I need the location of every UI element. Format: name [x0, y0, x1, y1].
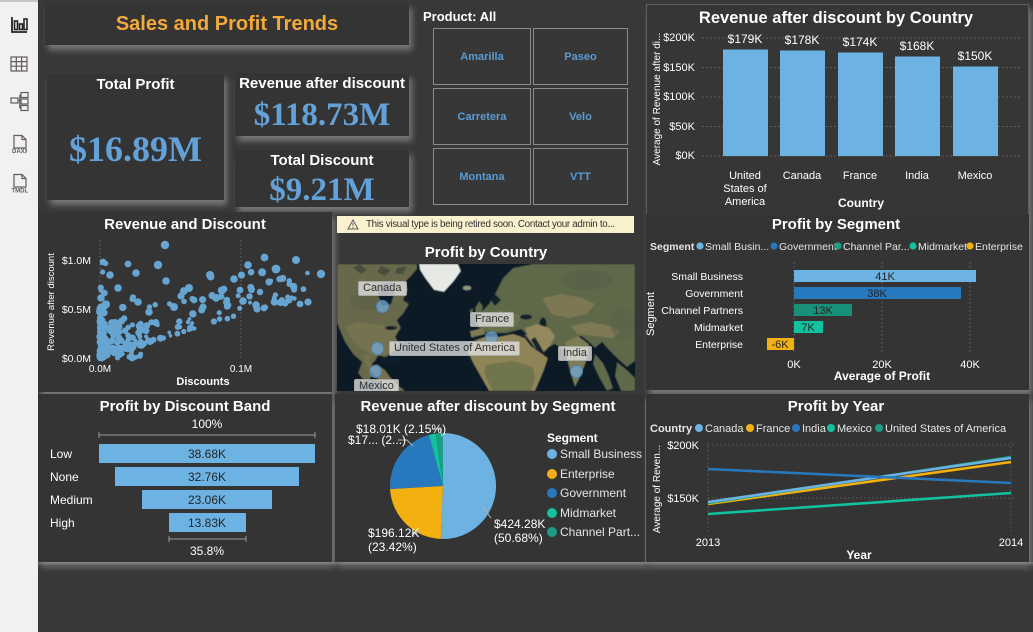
svg-text:$18.01K (2.15%): $18.01K (2.15%) [356, 422, 446, 436]
svg-text:38K: 38K [867, 288, 887, 300]
svg-text:35.8%: 35.8% [190, 544, 224, 558]
svg-text:$168K: $168K [900, 39, 935, 53]
svg-text:Profit by Year: Profit by Year [788, 398, 885, 415]
svg-text:TMDL: TMDL [12, 189, 29, 195]
svg-text:Midmarket: Midmarket [918, 241, 967, 253]
svg-text:Medium: Medium [50, 493, 93, 507]
svg-text:Midmarket: Midmarket [560, 506, 617, 520]
svg-text:Small Business: Small Business [671, 271, 743, 283]
svg-text:40K: 40K [960, 359, 980, 371]
svg-text:Government: Government [685, 288, 743, 300]
svg-text:$200K: $200K [663, 32, 695, 44]
svg-text:$17... (2...): $17... (2...) [348, 433, 406, 447]
svg-text:$150K: $150K [663, 62, 695, 74]
svg-text:Average of Profit: Average of Profit [834, 369, 930, 383]
svg-text:DAX: DAX [12, 149, 25, 155]
svg-text:Revenue after discount by Segm: Revenue after discount by Segment [360, 398, 615, 415]
svg-text:Revenue and Discount: Revenue and Discount [104, 216, 266, 233]
svg-text:2014: 2014 [999, 537, 1023, 549]
svg-text:$179K: $179K [728, 32, 763, 46]
svg-text:High: High [50, 516, 75, 530]
svg-text:Government: Government [560, 486, 627, 500]
svg-text:Government: Government [779, 241, 837, 253]
svg-text:Segment: Segment [547, 431, 598, 445]
svg-text:38.68K: 38.68K [188, 447, 226, 461]
svg-text:Small Busin...: Small Busin... [705, 241, 769, 253]
svg-text:23.06K: 23.06K [188, 493, 226, 507]
svg-text:-6K: -6K [771, 339, 789, 351]
svg-text:41K: 41K [875, 271, 895, 283]
svg-text:0.0M: 0.0M [89, 364, 111, 375]
svg-text:100%: 100% [192, 417, 223, 431]
svg-text:Canada: Canada [783, 170, 822, 182]
svg-text:$174K: $174K [843, 35, 878, 49]
svg-text:Revenue after discount: Revenue after discount [46, 253, 57, 351]
svg-text:2013: 2013 [696, 537, 720, 549]
svg-text:Revenue after discount by Coun: Revenue after discount by Country [699, 9, 974, 27]
svg-text:13K: 13K [813, 305, 833, 317]
svg-text:Average of Reven...: Average of Reven... [652, 445, 663, 533]
svg-text:Average of Revenue after di...: Average of Revenue after di... [652, 33, 663, 166]
svg-text:None: None [50, 470, 79, 484]
svg-text:United: United [729, 170, 761, 182]
svg-text:Channel Partners: Channel Partners [661, 305, 743, 317]
svg-text:$0K: $0K [675, 150, 695, 162]
svg-text:India: India [905, 170, 930, 182]
svg-text:Enterprise: Enterprise [975, 241, 1023, 253]
svg-text:Mexico: Mexico [837, 423, 872, 435]
svg-text:Channel Par...: Channel Par... [843, 241, 910, 253]
svg-text:$50K: $50K [669, 121, 695, 133]
svg-text:India: India [802, 423, 827, 435]
svg-text:7K: 7K [801, 322, 815, 334]
svg-text:20K: 20K [872, 359, 892, 371]
svg-text:States of: States of [723, 183, 767, 195]
svg-text:Low: Low [50, 447, 72, 461]
svg-text:13.83K: 13.83K [188, 516, 226, 530]
svg-text:Profit by Discount Band: Profit by Discount Band [100, 398, 271, 415]
svg-text:(50.68%): (50.68%) [494, 531, 543, 545]
svg-text:$0.5M: $0.5M [62, 304, 91, 316]
svg-text:(23.42%): (23.42%) [368, 540, 417, 554]
svg-text:32.76K: 32.76K [188, 470, 226, 484]
svg-text:Segment: Segment [650, 241, 695, 253]
svg-text:$178K: $178K [785, 33, 820, 47]
svg-text:Year: Year [846, 548, 872, 562]
svg-text:$424.28K: $424.28K [494, 517, 545, 531]
svg-text:America: America [725, 196, 766, 208]
svg-text:Segment: Segment [646, 292, 657, 336]
svg-text:$1.0M: $1.0M [62, 255, 91, 267]
svg-text:Mexico: Mexico [958, 170, 993, 182]
svg-text:Profit by Segment: Profit by Segment [772, 216, 900, 233]
svg-text:Small Business: Small Business [560, 447, 642, 461]
svg-text:Enterprise: Enterprise [560, 467, 615, 481]
svg-text:Midmarket: Midmarket [694, 322, 743, 334]
svg-text:$196.12K: $196.12K [368, 526, 419, 540]
svg-text:Enterprise: Enterprise [695, 339, 743, 351]
svg-text:Country: Country [838, 196, 884, 210]
svg-text:France: France [756, 423, 790, 435]
svg-text:0K: 0K [787, 359, 801, 371]
svg-text:$150K: $150K [667, 493, 699, 505]
svg-text:Canada: Canada [705, 423, 744, 435]
svg-text:0.1M: 0.1M [230, 364, 252, 375]
svg-text:France: France [843, 170, 877, 182]
svg-text:$100K: $100K [663, 91, 695, 103]
svg-text:Country: Country [650, 423, 693, 435]
svg-text:Discounts: Discounts [176, 376, 229, 388]
svg-text:$150K: $150K [958, 49, 993, 63]
svg-text:Channel Part...: Channel Part... [560, 525, 640, 539]
svg-text:$200K: $200K [667, 440, 699, 452]
svg-text:United States of America: United States of America [885, 423, 1007, 435]
svg-text:$0.0M: $0.0M [62, 353, 91, 365]
